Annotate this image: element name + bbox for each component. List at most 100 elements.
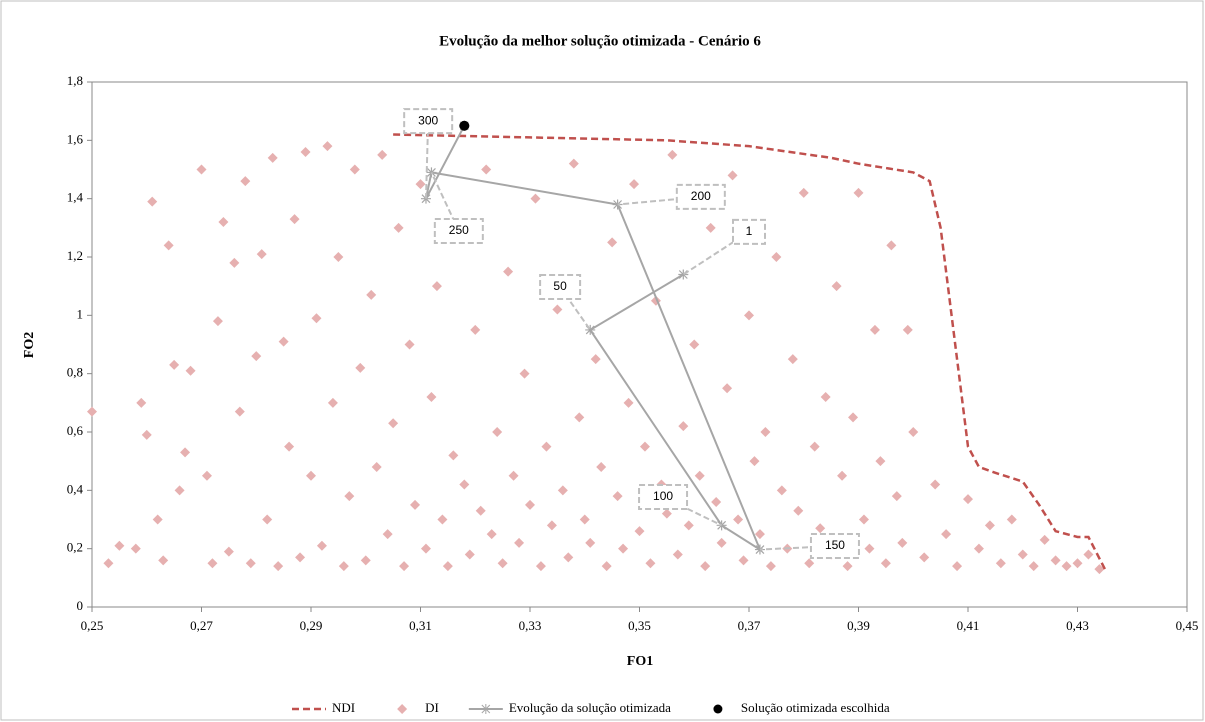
y-tick-label: 0,6 xyxy=(67,423,84,438)
di-point xyxy=(152,514,163,525)
di-point xyxy=(765,561,776,572)
di-point xyxy=(722,383,733,394)
di-point xyxy=(596,462,607,472)
di-point xyxy=(776,485,787,496)
di-point xyxy=(497,558,508,569)
di-point xyxy=(338,561,349,572)
di-point xyxy=(689,339,700,350)
di-point xyxy=(366,289,377,300)
di-point xyxy=(787,354,798,365)
y-tick-label: 0 xyxy=(77,598,84,613)
di-point xyxy=(541,441,552,452)
di-point xyxy=(546,520,557,531)
di-point xyxy=(880,558,891,569)
di-point xyxy=(306,470,316,481)
di-point xyxy=(700,561,711,572)
di-point xyxy=(590,354,601,365)
annotation: 100 xyxy=(653,489,673,503)
evolution-marker xyxy=(585,324,596,335)
di-point xyxy=(442,561,453,572)
di-point xyxy=(995,558,1006,569)
di-point xyxy=(629,179,640,190)
legend-label: Evolução da solução otimizada xyxy=(509,700,671,715)
di-point xyxy=(300,147,311,157)
x-tick-label: 0,41 xyxy=(957,618,980,633)
di-point xyxy=(251,351,262,362)
annotation-box xyxy=(732,218,766,245)
x-tick-label: 0,27 xyxy=(190,618,213,633)
di-point xyxy=(415,179,426,190)
di-point xyxy=(136,397,147,408)
annotation-box xyxy=(403,108,454,135)
di-point xyxy=(738,555,749,566)
di-point xyxy=(431,281,442,292)
di-point xyxy=(711,497,722,507)
y-tick-label: 0,2 xyxy=(67,540,83,555)
annotation-box xyxy=(539,274,582,301)
annotation-box xyxy=(675,183,726,210)
annotation: 250 xyxy=(449,223,469,237)
di-point xyxy=(420,543,431,554)
di-point xyxy=(322,141,333,152)
y-tick-label: 1,6 xyxy=(67,131,84,146)
di-point xyxy=(169,359,180,370)
y-axis-label: FO2 xyxy=(22,332,37,358)
di-point xyxy=(481,164,492,175)
di-point xyxy=(1028,561,1039,572)
di-point xyxy=(798,187,809,198)
di-point xyxy=(645,558,656,569)
di-point xyxy=(311,313,322,324)
di-point xyxy=(886,240,897,251)
legend-label: DI xyxy=(425,700,439,715)
di-point xyxy=(426,392,437,402)
y-tick-label: 0,8 xyxy=(67,365,83,380)
di-point xyxy=(716,537,727,548)
y-tick-label: 1 xyxy=(77,306,84,321)
di-point xyxy=(607,237,618,248)
x-tick-label: 0,31 xyxy=(409,618,432,633)
di-point xyxy=(858,514,869,525)
di-point xyxy=(360,555,371,566)
chosen-point xyxy=(459,120,470,131)
di-point xyxy=(327,397,338,408)
di-point xyxy=(754,529,765,540)
di-point xyxy=(218,217,229,227)
di-point xyxy=(273,561,284,572)
di-point xyxy=(475,505,486,516)
x-tick-label: 0,37 xyxy=(738,618,761,633)
di-point xyxy=(404,339,415,350)
evolution-marker xyxy=(754,544,765,555)
di-point xyxy=(804,558,815,569)
di-point xyxy=(579,514,590,525)
di-point xyxy=(744,310,754,321)
di-point xyxy=(963,494,973,505)
di-point xyxy=(514,537,525,548)
di-point xyxy=(1006,514,1017,525)
di-point xyxy=(891,491,902,502)
di-point xyxy=(661,508,672,519)
di-point xyxy=(563,552,574,563)
legend-swatch xyxy=(480,704,491,714)
di-point xyxy=(694,470,705,481)
di-point xyxy=(973,543,984,554)
di-point xyxy=(371,462,382,472)
di-point xyxy=(464,549,475,560)
di-point xyxy=(174,485,185,496)
di-point xyxy=(377,149,388,160)
di-point xyxy=(295,552,306,563)
x-tick-label: 0,45 xyxy=(1176,618,1199,633)
di-point xyxy=(793,505,804,516)
di-point xyxy=(207,558,218,569)
di-point xyxy=(557,485,568,496)
x-tick-label: 0,39 xyxy=(847,618,870,633)
di-point xyxy=(809,441,820,452)
di-point xyxy=(908,427,919,437)
y-tick-label: 1,2 xyxy=(67,248,83,263)
di-point xyxy=(705,222,716,233)
annotation-box xyxy=(809,533,860,560)
di-point xyxy=(196,164,207,175)
series-line xyxy=(393,133,1106,570)
di-point xyxy=(267,152,278,163)
